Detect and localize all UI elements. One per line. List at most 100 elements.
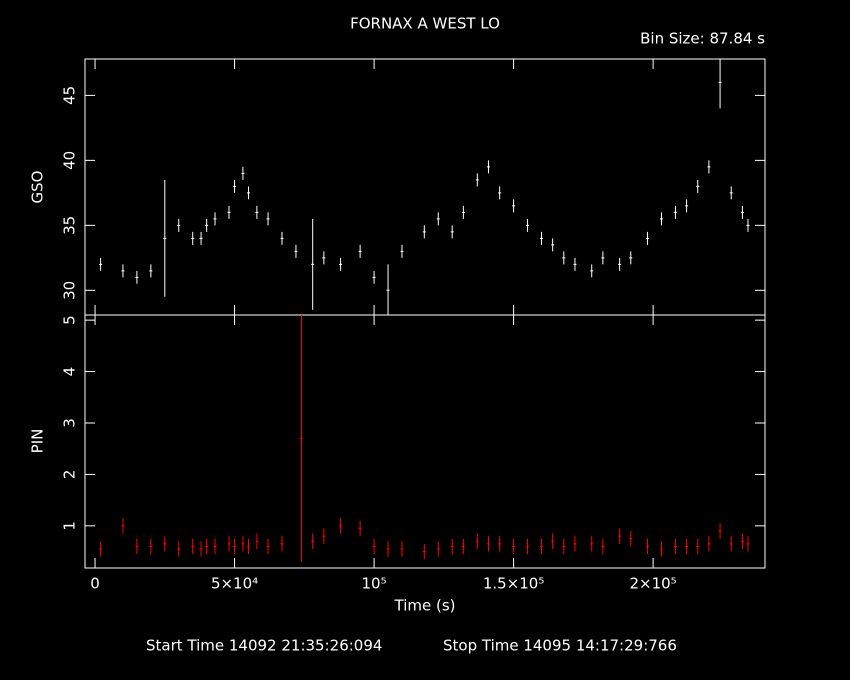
error-bar: [450, 225, 454, 239]
error-bar: [512, 199, 516, 213]
x-tick-label: 10⁵: [362, 575, 387, 593]
error-bar: [526, 218, 530, 232]
error-bar: [618, 257, 622, 271]
y-tick-label: 1: [61, 521, 79, 531]
error-bar: [294, 244, 298, 258]
error-bar: [247, 186, 251, 200]
error-bar: [450, 538, 454, 555]
data-group: [99, 315, 750, 562]
y-axis-label: GSO: [29, 171, 47, 204]
error-bar: [372, 538, 376, 555]
error-bar: [311, 218, 315, 310]
error-bar: [659, 541, 663, 557]
x-tick-label: 0: [90, 575, 100, 593]
error-bar: [551, 533, 555, 549]
error-bar: [135, 538, 139, 555]
error-bar: [629, 530, 633, 547]
y-tick-label: 45: [61, 86, 79, 105]
x-tick-label: 2×10⁵: [629, 575, 676, 593]
error-bar: [629, 251, 633, 265]
error-bar: [227, 205, 231, 219]
error-bar: [339, 257, 343, 271]
error-bar: [486, 536, 490, 552]
error-bar: [227, 536, 231, 552]
chart-title: FORNAX A WEST LO: [350, 15, 500, 33]
error-bar: [590, 536, 594, 552]
error-bar: [740, 205, 744, 219]
error-bar: [526, 538, 530, 555]
error-bar: [99, 541, 103, 557]
y-tick-label: 30: [61, 281, 79, 300]
error-bar: [486, 160, 490, 174]
error-bar: [300, 315, 304, 562]
error-bar: [562, 251, 566, 265]
y-tick-label: 5: [61, 315, 79, 325]
error-bar: [746, 218, 750, 232]
error-bar: [135, 270, 139, 284]
error-bar: [601, 251, 605, 265]
error-bar: [400, 541, 404, 557]
stop-time: Stop Time 14095 14:17:29:766: [443, 637, 677, 655]
error-bar: [191, 231, 195, 245]
error-bar: [475, 173, 479, 187]
error-bar: [618, 528, 622, 544]
error-bar: [121, 264, 125, 278]
x-tick-label: 1.5×10⁵: [483, 575, 545, 593]
error-bar: [358, 520, 362, 537]
error-bar: [386, 541, 390, 557]
error-bar: [372, 270, 376, 284]
x-tick-label: 5×10⁴: [211, 575, 258, 593]
error-bar: [255, 205, 259, 219]
error-bar: [573, 257, 577, 271]
error-bar: [199, 231, 203, 245]
error-bar: [149, 264, 153, 278]
y-tick-label: 35: [61, 216, 79, 235]
error-bar: [422, 225, 426, 239]
error-bar: [740, 533, 744, 549]
error-bar: [213, 538, 217, 555]
error-bar: [590, 264, 594, 278]
start-time: Start Time 14092 21:35:26:094: [146, 637, 382, 655]
error-bar: [205, 538, 209, 555]
error-bar: [746, 536, 750, 552]
error-bar: [191, 538, 195, 555]
error-bar: [177, 541, 181, 557]
error-bar: [729, 536, 733, 552]
error-bar: [646, 538, 650, 555]
y-axis-label: PIN: [29, 429, 47, 454]
y-tick-label: 4: [61, 367, 79, 377]
error-bar: [266, 538, 270, 555]
error-bar: [707, 160, 711, 174]
bin-size: Bin Size: 87.84 s: [640, 30, 765, 48]
error-bar: [512, 538, 516, 555]
data-group: [99, 59, 750, 315]
error-bar: [386, 264, 390, 315]
panel-frame: [84, 58, 766, 316]
error-bar: [673, 205, 677, 219]
error-bar: [696, 179, 700, 193]
error-bar: [177, 218, 181, 232]
error-bar: [551, 238, 555, 252]
error-bar: [436, 541, 440, 557]
error-bar: [358, 244, 362, 258]
y-tick-label: 40: [61, 151, 79, 170]
error-bar: [562, 538, 566, 555]
error-bar: [255, 533, 259, 549]
y-tick-label: 2: [61, 470, 79, 480]
y-tick-label: 3: [61, 418, 79, 428]
error-bar: [646, 231, 650, 245]
error-bar: [163, 536, 167, 552]
error-bar: [99, 257, 103, 271]
error-bar: [436, 212, 440, 226]
error-bar: [322, 528, 326, 544]
error-bar: [718, 523, 722, 539]
error-bar: [121, 518, 125, 534]
error-bar: [311, 533, 315, 549]
error-bar: [241, 166, 245, 180]
error-bar: [729, 186, 733, 200]
error-bar: [241, 536, 245, 552]
error-bar: [149, 538, 153, 555]
error-bar: [322, 251, 326, 265]
error-bar: [400, 244, 404, 258]
